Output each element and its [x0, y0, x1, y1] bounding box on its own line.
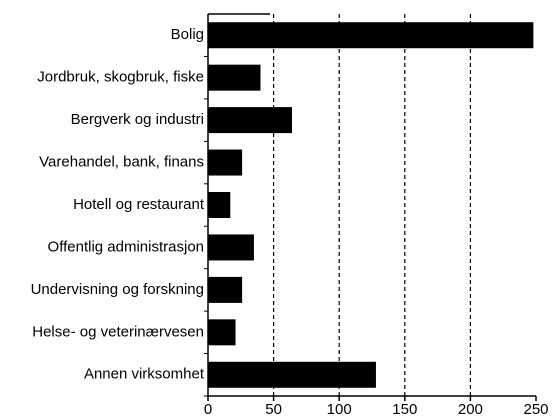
y-tick-label: Offentlig administrasjon: [48, 238, 204, 255]
x-tick-label: 0: [204, 401, 212, 418]
y-tick-label: Undervisning og forskning: [31, 281, 204, 298]
x-tick-label: 200: [458, 401, 483, 418]
y-tick-label: Varehandel, bank, finans: [39, 154, 204, 171]
y-tick-label: Jordbruk, skogbruk, fiske: [37, 69, 204, 86]
bar: [208, 192, 231, 218]
x-tick-label: 100: [327, 401, 352, 418]
bar: [208, 64, 261, 91]
bar: [208, 22, 534, 49]
bar: [208, 234, 254, 261]
y-tick-label: Helse- og veterinærvesen: [32, 323, 204, 340]
x-tick-label: 150: [392, 401, 417, 418]
y-tick-label: Bergverk og industri: [71, 111, 204, 128]
y-tick-label: Annen virksomhet: [84, 366, 205, 383]
bar: [208, 319, 236, 346]
x-tick-label: 50: [265, 401, 282, 418]
y-tick-label: Hotell og restaurant: [73, 196, 205, 213]
bar: [208, 149, 243, 176]
y-tick-label: Bolig: [171, 26, 204, 43]
bar: [208, 107, 292, 134]
bar: [208, 361, 376, 388]
x-tick-label: 250: [523, 401, 548, 418]
bar: [208, 276, 243, 303]
